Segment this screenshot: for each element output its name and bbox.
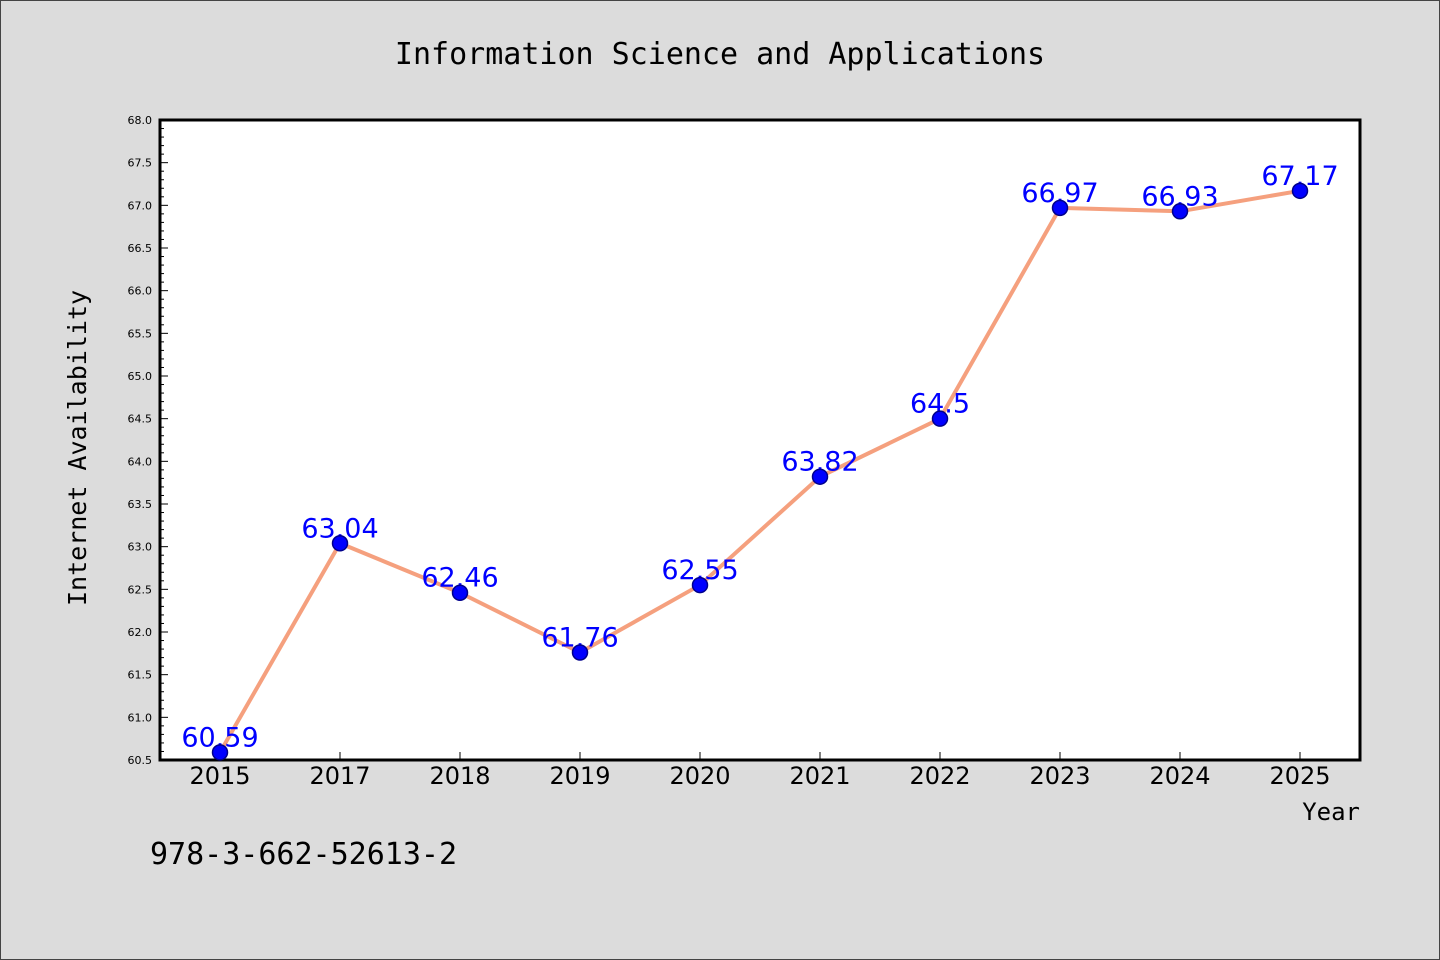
data-point: [811, 468, 829, 485]
plot-area: [158, 118, 1362, 762]
y-tick-label: 62.0: [128, 626, 153, 639]
x-tick-label: 2017: [309, 762, 370, 790]
y-tick-label: 65.5: [128, 327, 153, 340]
y-tick-label: 63.0: [128, 541, 153, 554]
y-tick-label: 61.5: [128, 669, 153, 682]
y-tick-label: 64.5: [128, 413, 153, 426]
y-tick-label: 65.0: [128, 370, 153, 383]
series-line: [218, 188, 1301, 754]
data-point: [451, 584, 469, 601]
x-tick-label: 2015: [189, 762, 250, 790]
y-tick-label: 62.5: [128, 583, 153, 596]
x-axis-label: Year: [1302, 798, 1360, 826]
y-tick-label: 66.0: [128, 285, 153, 298]
x-tick-label: 2020: [669, 762, 730, 790]
data-markers: [211, 182, 1309, 761]
isbn-text: 978-3-662-52613-2: [150, 837, 457, 872]
x-axis: 2015 2017 2018 2019 2020 2021 2022 2023 2024 2025: [189, 752, 1331, 790]
data-point: [691, 576, 709, 594]
data-point: [931, 410, 949, 427]
y-tick-label: 61.0: [128, 711, 153, 724]
y-axis-label: Internet Availability: [63, 290, 92, 606]
y-tick-label: 63.5: [128, 498, 153, 511]
data-point: [331, 535, 349, 552]
data-point: [1291, 182, 1309, 200]
y-tick-label: 68.0: [128, 114, 153, 127]
data-point: [211, 744, 229, 761]
chart-title: Information Science and Applications: [395, 37, 1045, 72]
data-point: [1051, 199, 1069, 217]
data-point: [571, 644, 589, 661]
x-tick-label: 2019: [549, 762, 610, 790]
x-tick-label: 2024: [1149, 762, 1210, 790]
y-tick-label: 66.5: [128, 242, 153, 255]
y-tick-label: 67.5: [128, 157, 153, 170]
x-tick-label: 2018: [429, 762, 490, 790]
x-tick-label: 2021: [789, 762, 850, 790]
y-tick-label: 64.0: [128, 455, 153, 468]
x-tick-label: 2025: [1269, 762, 1330, 790]
y-axis: 60.5 61.0 61.5 62.0 62.5 63.0 63.5 64.0 64.5 65.0…: [128, 114, 168, 767]
x-tick-label: 2023: [1029, 762, 1090, 790]
data-point: [1171, 203, 1189, 220]
y-tick-label: 67.0: [128, 199, 153, 212]
y-tick-label: 60.5: [128, 754, 153, 767]
x-tick-label: 2022: [909, 762, 970, 790]
